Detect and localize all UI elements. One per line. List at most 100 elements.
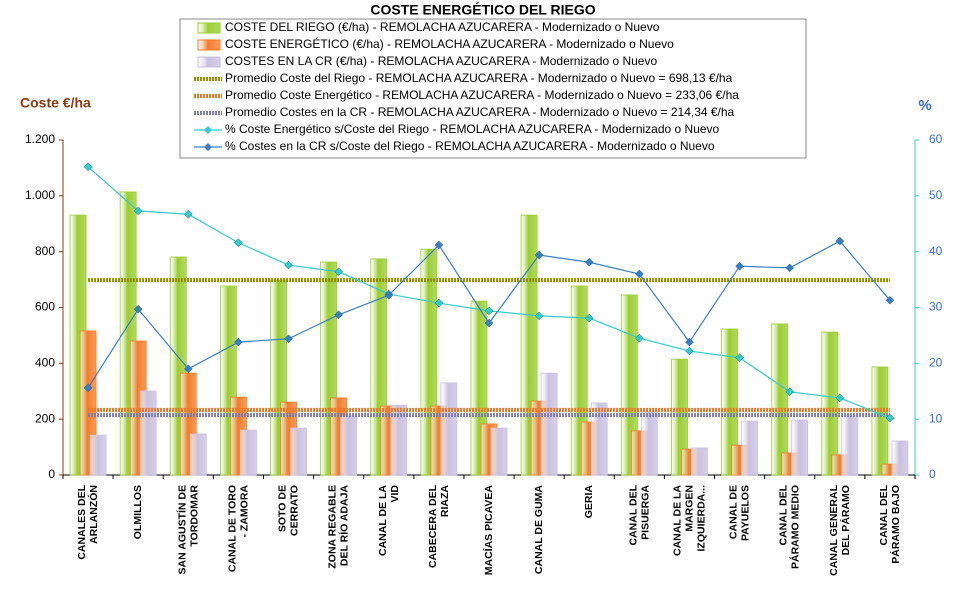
x-tick-label: CANALES DELARLANZÓN <box>76 484 100 559</box>
line-point <box>885 295 895 305</box>
line-point <box>234 337 243 347</box>
x-tick-label: CANAL GENERALDEL PÁRAMO <box>828 484 852 575</box>
line-point <box>634 269 644 279</box>
bar <box>390 404 408 476</box>
x-tick-label: OLMILLOS <box>132 485 144 539</box>
y2-tick-label: 60 <box>929 132 943 146</box>
bar <box>290 427 307 476</box>
line-point <box>885 413 895 423</box>
x-tick-label: GERIA <box>583 485 595 519</box>
bar <box>340 415 358 476</box>
bar <box>871 366 889 476</box>
bar <box>691 447 708 476</box>
y-tick-label: 1.200 <box>25 132 55 146</box>
x-tick-label: MACÍAS PICAVEA <box>482 485 495 576</box>
x-tick-label: CANAL DE TORO- ZAMORA <box>226 485 250 573</box>
bar <box>590 402 608 476</box>
x-tick-label: SAN AGUSTÍN DETORDOMAR <box>175 485 200 575</box>
x-tick-label: CABECERA DELRIAZA <box>427 484 451 568</box>
line-point <box>484 318 494 328</box>
line-point <box>284 334 293 344</box>
line-point <box>484 306 494 316</box>
line-point <box>534 311 544 321</box>
line-point <box>133 304 143 314</box>
bar <box>721 328 738 476</box>
x-tick-label: CANAL DE LAVID <box>377 485 401 556</box>
line-point <box>685 337 694 347</box>
line-point <box>133 206 143 216</box>
line-point <box>284 260 293 270</box>
line-point <box>534 250 544 260</box>
y-tick-label: 400 <box>35 356 55 370</box>
line-point <box>183 364 193 374</box>
legend-label: Promedio Coste del Riego - REMOLACHA AZU… <box>225 71 733 85</box>
y-axis-label: Coste €/ha <box>20 95 91 111</box>
bar <box>490 427 508 476</box>
y2-tick-label: 0 <box>929 467 936 481</box>
y-tick-label: 200 <box>35 411 55 425</box>
y2-tick-label: 50 <box>929 188 943 202</box>
bar <box>771 323 789 476</box>
x-tick-label: CANAL DELPÁRAMO MEDIO <box>777 484 801 569</box>
x-tick-label: CANAL DE LAMARGENIZQUIERDA... <box>671 485 707 556</box>
bar <box>640 411 658 476</box>
legend-label: Promedio Costes en la CR - REMOLACHA AZU… <box>225 105 735 119</box>
line-point <box>83 383 93 393</box>
line-point <box>584 257 594 267</box>
line-point <box>384 290 394 300</box>
bar <box>821 331 839 476</box>
line-point <box>183 209 193 219</box>
bar <box>89 434 107 476</box>
legend-label: COSTE ENERGÉTICO (€/ha) - REMOLACHA AZUC… <box>225 36 674 51</box>
line-point <box>434 240 444 250</box>
bar <box>440 382 458 476</box>
line-point <box>634 333 644 343</box>
legend-marker <box>204 143 212 151</box>
x-tick-label: CANAL DELPÁRAMO BAJO <box>878 484 902 563</box>
legend-swatch <box>197 56 221 68</box>
x-tick-label: CANAL DE GUMA <box>533 485 545 574</box>
bar <box>791 419 809 476</box>
legend-label: % Costes en la CR s/Coste del Riego - RE… <box>225 139 715 153</box>
y-tick-label: 1.000 <box>25 188 55 202</box>
legend-swatch <box>197 22 221 34</box>
legend-marker <box>204 126 212 134</box>
line-point <box>234 238 243 248</box>
y-tick-label: 0 <box>48 467 55 481</box>
x-tick-label: SOTO DECERRATO <box>276 485 300 536</box>
line-point <box>434 298 444 308</box>
x-tick-label: CANAL DEPAYUELOS <box>727 485 751 541</box>
bar <box>891 440 909 476</box>
y2-tick-label: 10 <box>929 411 943 425</box>
line-point <box>785 263 795 273</box>
y2-tick-label: 30 <box>929 300 943 314</box>
bar <box>741 420 758 476</box>
line-point <box>835 236 845 246</box>
legend-label: Promedio Coste Energético - REMOLACHA AZ… <box>225 88 739 102</box>
line-point <box>735 261 744 271</box>
legend-label: % Coste Energético s/Coste del Riego - R… <box>225 122 720 136</box>
legend-box <box>179 18 807 159</box>
bar <box>139 390 157 476</box>
line-point <box>334 310 344 320</box>
line-point <box>685 346 694 356</box>
y2-axis-label: % <box>918 97 931 114</box>
line-point <box>83 162 93 172</box>
x-tick-label: ZONA REGABLEDEL RÍO ADAJA <box>326 485 350 569</box>
line-point <box>835 393 845 403</box>
legend-swatch <box>197 39 221 51</box>
chart-title: COSTE ENERGÉTICO DEL RIEGO <box>370 2 595 18</box>
line-point <box>735 353 744 363</box>
y2-tick-label: 20 <box>929 356 943 370</box>
bar <box>620 294 638 476</box>
bar <box>189 433 207 476</box>
line-point <box>785 387 795 397</box>
x-tick-label: CANAL DELPISUERGA <box>627 484 651 545</box>
y2-tick-label: 40 <box>929 244 943 258</box>
y-tick-label: 800 <box>35 244 55 258</box>
bar <box>540 372 558 476</box>
line-point <box>334 267 344 277</box>
bar <box>841 415 859 476</box>
y-tick-label: 600 <box>35 300 55 314</box>
